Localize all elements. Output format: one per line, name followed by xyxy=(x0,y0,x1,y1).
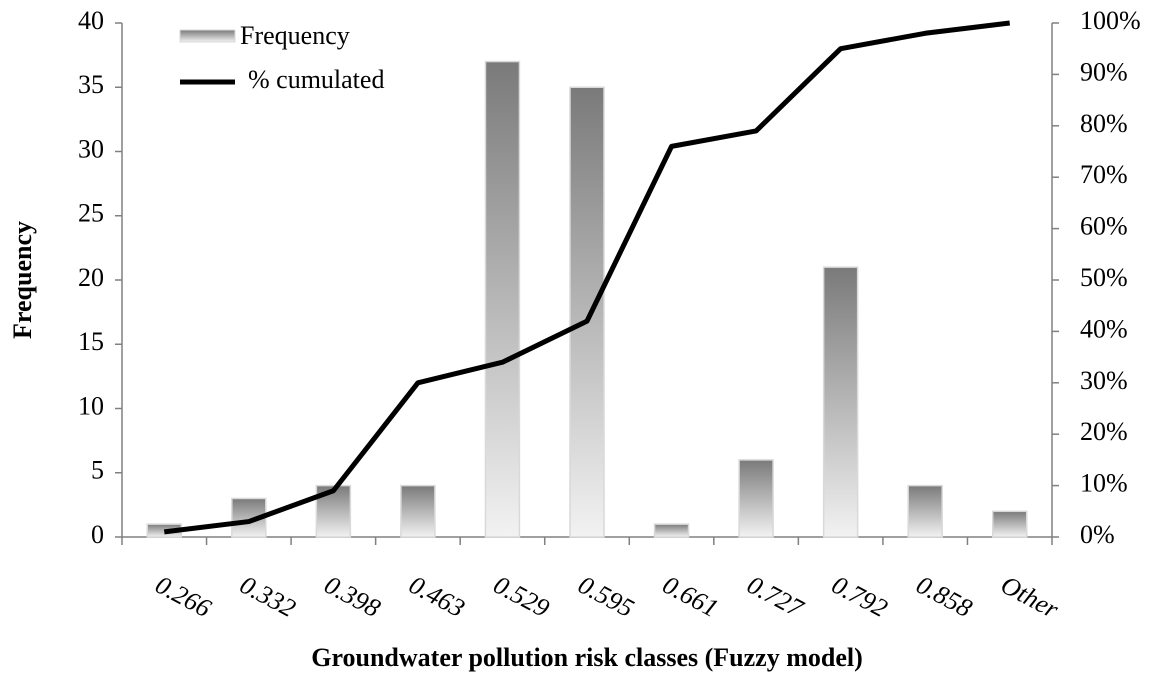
y2-tick-label: 80% xyxy=(1080,109,1128,138)
y2-tick-label: 60% xyxy=(1080,212,1128,241)
y2-tick-label: 90% xyxy=(1080,57,1128,86)
y2-tick-label: 20% xyxy=(1080,417,1128,446)
y-axis-title: Frequency xyxy=(8,221,37,339)
x-tick-label: 0.398 xyxy=(320,570,385,623)
y2-tick-label: 100% xyxy=(1080,6,1141,35)
legend-label: % cumulated xyxy=(248,65,384,94)
bar xyxy=(484,60,521,538)
x-tick-label: 0.661 xyxy=(658,570,723,623)
bar xyxy=(907,484,943,538)
y2-tick-label: 30% xyxy=(1080,366,1128,395)
x-tick-label: 0.727 xyxy=(742,570,808,624)
bar xyxy=(569,86,605,538)
legend-label: Frequency xyxy=(240,21,350,50)
x-tick-label: 0.792 xyxy=(827,570,892,623)
bar xyxy=(400,484,436,538)
x-tick-label: 0.595 xyxy=(573,570,638,623)
y2-tick-label: 50% xyxy=(1080,263,1128,292)
bar xyxy=(315,484,352,538)
y-tick-label: 30 xyxy=(78,134,104,163)
x-tick-label: Other xyxy=(996,570,1064,624)
y2-tick-label: 40% xyxy=(1080,314,1128,343)
x-tick-label: 0.266 xyxy=(151,570,216,623)
x-tick-label: 0.332 xyxy=(235,570,300,623)
y-tick-label: 20 xyxy=(78,263,104,292)
bar xyxy=(738,459,774,538)
y-tick-label: 35 xyxy=(78,70,104,99)
x-tick-label: 0.463 xyxy=(404,570,469,623)
y-tick-label: 0 xyxy=(91,520,104,549)
x-tick-label: 0.858 xyxy=(912,570,977,623)
y2-tick-label: 70% xyxy=(1080,160,1128,189)
bar xyxy=(231,497,267,538)
x-tick-label: 0.529 xyxy=(489,570,554,623)
y-tick-label: 25 xyxy=(78,199,104,228)
y2-tick-label: 10% xyxy=(1080,469,1128,498)
y-tick-label: 15 xyxy=(78,327,104,356)
legend-swatch xyxy=(179,29,236,43)
bar xyxy=(991,510,1028,538)
y-tick-label: 10 xyxy=(78,391,104,420)
cumulative-line xyxy=(163,20,1011,535)
y-tick-label: 40 xyxy=(78,6,104,35)
x-axis-title: Groundwater pollution risk classes (Fuzz… xyxy=(311,643,863,672)
bar xyxy=(822,266,859,538)
y-tick-label: 5 xyxy=(91,456,104,485)
bar xyxy=(653,523,690,538)
y2-tick-label: 0% xyxy=(1080,520,1115,549)
